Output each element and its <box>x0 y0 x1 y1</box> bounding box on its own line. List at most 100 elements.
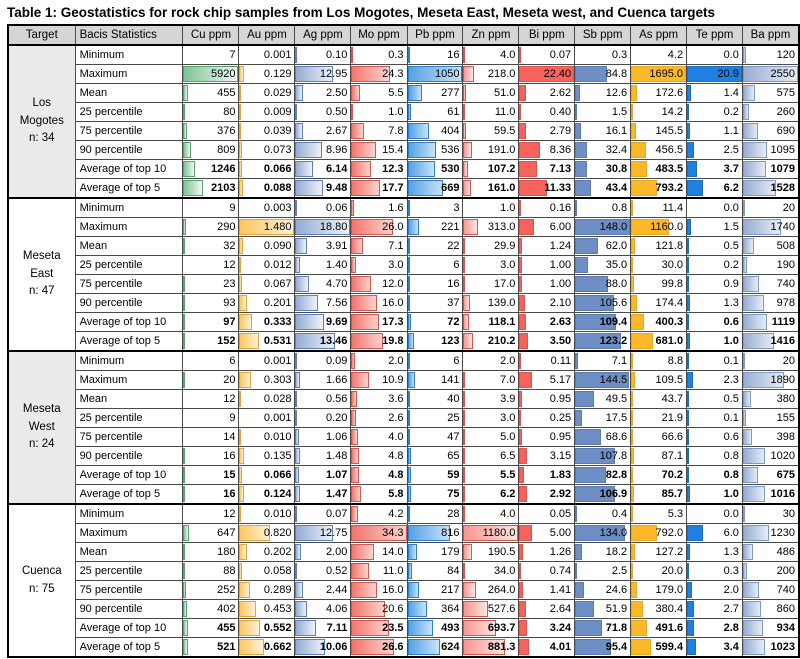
value-cell: 0.066 <box>238 465 296 485</box>
value-cell: 75 <box>406 484 464 505</box>
stat-label: 90 percentile <box>74 599 184 619</box>
data-bar <box>519 257 522 273</box>
value-cell: 0.10 <box>294 44 352 65</box>
value-cell: 13.46 <box>294 331 352 352</box>
column-header-ag-ppm: Ag ppm <box>294 24 352 46</box>
value-cell: 109.5 <box>630 370 688 390</box>
value-text: 624 <box>441 641 460 653</box>
data-bar <box>351 123 364 139</box>
value-cell: 2.6 <box>350 408 408 428</box>
data-bar <box>631 66 686 82</box>
value-text: 1180.0 <box>482 527 516 539</box>
data-bar <box>575 276 608 292</box>
value-cell: 1.07 <box>294 465 352 485</box>
data-bar <box>631 333 654 349</box>
value-text: 2.3 <box>723 374 739 386</box>
value-text: 210.2 <box>487 335 516 347</box>
value-text: 30.8 <box>605 163 628 175</box>
value-text: 2550 <box>770 68 795 80</box>
value-text: 0.50 <box>326 106 348 118</box>
data-bar <box>351 525 407 541</box>
data-bar <box>519 180 548 196</box>
value-text: 5.5 <box>388 87 404 99</box>
data-bar <box>743 620 764 636</box>
data-bar <box>519 639 530 655</box>
value-cell: 1.1 <box>686 121 743 141</box>
data-bar <box>408 276 410 292</box>
value-text: 0.039 <box>263 125 292 137</box>
data-bar <box>183 104 186 120</box>
value-text: 35.0 <box>605 259 628 271</box>
value-cell: 1023 <box>741 637 800 658</box>
value-cell: 85.7 <box>630 484 688 505</box>
value-text: 30 <box>782 508 795 520</box>
value-cell: 647 <box>182 523 240 543</box>
value-text: 521 <box>217 641 236 653</box>
data-bar <box>575 391 594 407</box>
value-cell: 1.5 <box>574 102 632 122</box>
value-cell: 123 <box>406 331 464 352</box>
value-cell: 16.0 <box>350 580 408 600</box>
value-text: 2.63 <box>549 316 572 328</box>
value-text: 34.0 <box>494 565 516 577</box>
data-bar <box>183 161 196 177</box>
value-cell: 88.0 <box>574 274 632 294</box>
data-bar <box>183 295 186 311</box>
value-text: 11.0 <box>382 565 404 577</box>
value-cell: 0.067 <box>238 274 296 294</box>
target-line: n: 34 <box>28 132 55 145</box>
data-bar <box>631 467 634 483</box>
value-cell: 290 <box>182 217 240 237</box>
value-cell: 26.6 <box>350 637 408 658</box>
value-cell: 0.001 <box>238 44 296 65</box>
value-cell: 9 <box>182 197 240 218</box>
value-cell: 3.15 <box>518 446 576 466</box>
value-text: 32 <box>223 240 236 252</box>
value-text: 12.6 <box>605 87 628 99</box>
value-cell: 0.0 <box>686 503 743 524</box>
value-text: 7.1 <box>388 240 404 252</box>
value-cell: 0.25 <box>518 408 576 428</box>
value-text: 0.010 <box>263 431 292 443</box>
value-text: 0.135 <box>263 450 292 462</box>
value-text: 380.4 <box>655 603 684 615</box>
value-cell: 0.16 <box>518 197 576 218</box>
stat-label: Mean <box>74 542 184 562</box>
value-cell: 0.303 <box>238 370 296 390</box>
value-cell: 93 <box>182 293 240 313</box>
data-bar <box>183 314 186 330</box>
data-bar <box>519 314 526 330</box>
value-cell: 3.91 <box>294 236 352 256</box>
value-text: 6 <box>453 259 460 271</box>
value-text: 402 <box>217 603 236 615</box>
data-bar <box>239 639 265 655</box>
value-cell: 5.17 <box>518 370 576 390</box>
value-text: 1095 <box>770 144 795 156</box>
value-cell: 4.8 <box>350 446 408 466</box>
data-bar <box>239 180 243 196</box>
value-cell: 0.5 <box>686 389 743 409</box>
value-cell: 0.010 <box>238 427 296 447</box>
value-cell: 1.0 <box>462 197 520 218</box>
value-text: 456.5 <box>655 144 684 156</box>
value-cell: 179 <box>406 542 464 562</box>
data-bar <box>295 295 318 311</box>
value-cell: 400.3 <box>630 312 688 332</box>
data-bar <box>408 525 451 541</box>
data-bar <box>351 467 360 483</box>
target-cell-meseta-east-n-47: Meseta East n: 47 <box>7 197 76 352</box>
value-text: 10.9 <box>382 374 404 386</box>
value-cell: 2.3 <box>686 370 743 390</box>
data-bar <box>408 372 415 388</box>
value-cell: 3.9 <box>462 389 520 409</box>
value-cell: 7.11 <box>294 618 352 638</box>
column-header-zn-ppm: Zn ppm <box>462 24 520 46</box>
data-bar <box>463 525 518 541</box>
value-cell: 0.090 <box>238 236 296 256</box>
data-bar <box>239 104 242 120</box>
value-cell: 2.64 <box>518 599 576 619</box>
value-text: 0.4 <box>611 508 628 520</box>
data-bar <box>408 582 419 598</box>
value-text: 0.3 <box>611 49 628 61</box>
value-cell: 65 <box>406 446 464 466</box>
